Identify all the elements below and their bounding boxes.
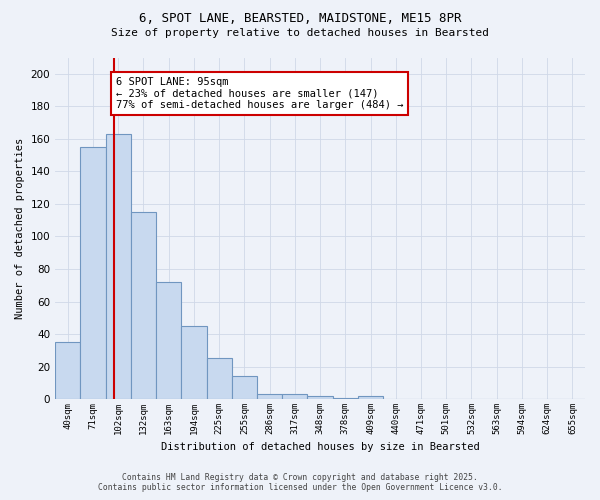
Bar bbox=[131, 212, 156, 399]
Bar bbox=[358, 396, 383, 399]
Bar bbox=[307, 396, 332, 399]
Bar bbox=[80, 147, 106, 399]
Bar bbox=[156, 282, 181, 399]
Bar bbox=[181, 326, 206, 399]
Text: 6 SPOT LANE: 95sqm
← 23% of detached houses are smaller (147)
77% of semi-detach: 6 SPOT LANE: 95sqm ← 23% of detached hou… bbox=[116, 77, 403, 110]
Bar bbox=[282, 394, 307, 399]
Text: Contains HM Land Registry data © Crown copyright and database right 2025.
Contai: Contains HM Land Registry data © Crown c… bbox=[98, 473, 502, 492]
Bar bbox=[55, 342, 80, 399]
Bar bbox=[206, 358, 232, 399]
Bar bbox=[332, 398, 358, 399]
Bar bbox=[106, 134, 131, 399]
Bar bbox=[232, 376, 257, 399]
Text: 6, SPOT LANE, BEARSTED, MAIDSTONE, ME15 8PR: 6, SPOT LANE, BEARSTED, MAIDSTONE, ME15 … bbox=[139, 12, 461, 26]
Text: Size of property relative to detached houses in Bearsted: Size of property relative to detached ho… bbox=[111, 28, 489, 38]
X-axis label: Distribution of detached houses by size in Bearsted: Distribution of detached houses by size … bbox=[161, 442, 479, 452]
Bar bbox=[257, 394, 282, 399]
Y-axis label: Number of detached properties: Number of detached properties bbox=[15, 138, 25, 319]
